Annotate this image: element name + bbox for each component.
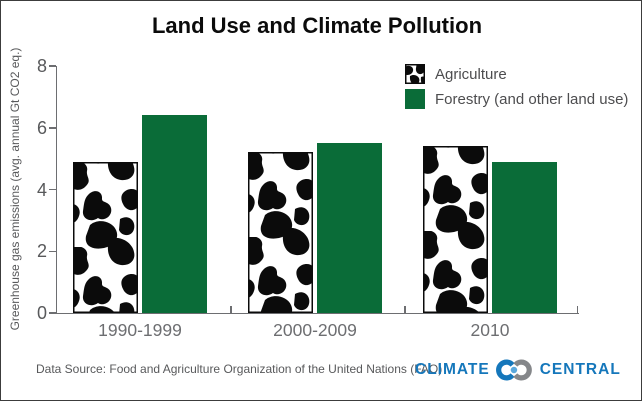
y-tick-mark (49, 312, 56, 314)
category-label-2000-2009: 2000-2009 (273, 320, 357, 340)
legend-label-forestry: Forestry (and other land use) (435, 90, 629, 108)
y-tick-label: 0 (36, 303, 47, 323)
y-tick-mark (49, 127, 56, 129)
x-tick-mark (230, 306, 232, 313)
chart-title: Land Use and Climate Pollution (151, 13, 483, 38)
bar-agriculture-2000-2009 (248, 152, 313, 314)
climate-central-rings-icon (495, 359, 532, 381)
y-tick-label: 4 (36, 179, 47, 200)
legend-item-forestry: Forestry (and other land use) (405, 89, 628, 109)
y-tick-mark (49, 250, 56, 252)
bar-forestry-2010 (492, 161, 557, 313)
logo-word-central: CENTRAL (539, 361, 621, 378)
data-source-text: Data Source: Food and Agriculture Organi… (36, 362, 443, 376)
plot-area (56, 66, 579, 314)
y-tick-label: 6 (36, 117, 47, 138)
y-axis-title: Greenhouse gas emissions (avg. annual Gt… (8, 47, 22, 331)
logo-word-climate: CLIMATE (415, 361, 490, 378)
forestry-swatch-icon (405, 89, 425, 109)
bar-agriculture-2010 (423, 146, 488, 314)
x-tick-mark (404, 306, 406, 313)
legend: Agriculture Forestry (and other land use… (405, 64, 628, 114)
x-tick-mark (576, 306, 578, 313)
category-label-1990-1999: 1990-1999 (98, 320, 182, 340)
bar-agriculture-1990-1999 (73, 161, 138, 313)
cow-pattern-swatch-icon (405, 64, 425, 84)
bar-forestry-2000-2009 (317, 143, 382, 313)
legend-label-agriculture: Agriculture (435, 65, 507, 83)
legend-item-agriculture: Agriculture (405, 64, 628, 84)
category-label-2010: 2010 (470, 320, 510, 340)
y-tick-label: 2 (36, 241, 47, 262)
y-tick-label: 8 (36, 56, 47, 76)
y-tick-mark (49, 188, 56, 191)
bar-forestry-1990-1999 (142, 115, 207, 313)
climate-central-logo: CLIMATE CENTRAL (415, 356, 621, 384)
y-tick-mark (49, 65, 56, 67)
